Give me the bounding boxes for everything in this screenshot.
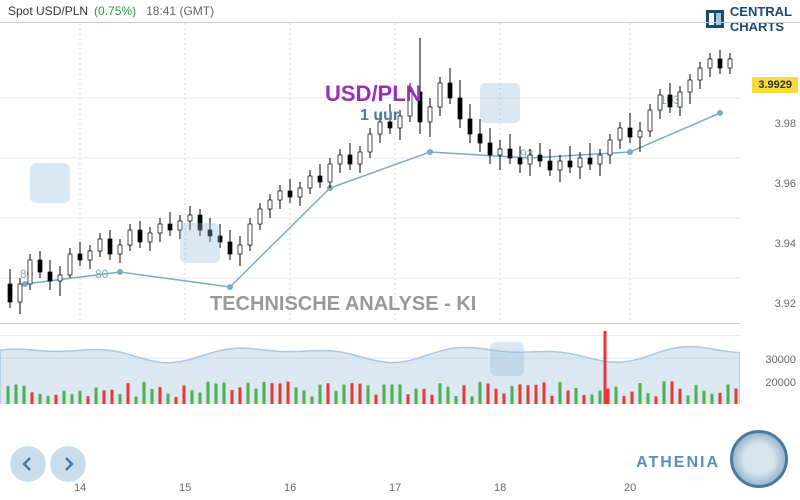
watermark-doc-icon [490,342,524,376]
svg-text:80: 80 [95,267,109,281]
main-candlestick-chart[interactable]: 808093103 USD/PLN 1 uur TECHNISCHE ANALY… [0,23,740,323]
assistant-avatar[interactable] [730,430,788,488]
nav-buttons [10,446,86,482]
nav-prev-button[interactable] [10,446,46,482]
header-bar: Spot USD/PLN (0.75%) 18:41 (GMT) [0,0,800,22]
overlay-section: TECHNISCHE ANALYSE - KI [210,293,476,316]
logo-text-1: CENTRAL [730,4,792,19]
watermark-chart-icon [30,163,70,203]
x-axis: 141516171820 [0,478,740,496]
watermark-compass-icon [480,83,520,123]
overlay-pair: USD/PLN [325,81,422,107]
chart-container: 808093103 USD/PLN 1 uur TECHNISCHE ANALY… [0,22,800,402]
instrument-title: Spot USD/PLN [8,4,88,18]
price-change: (0.75%) [94,4,136,18]
overlay-interval: 1 uur [360,107,399,125]
volume-chart[interactable] [0,323,740,403]
watermark-arrow-icon [180,223,220,263]
y-axis-main: 3.923.943.963.98 3.9929 [742,49,800,349]
athenia-label: ATHENIA [636,454,720,472]
nav-next-button[interactable] [50,446,86,482]
timestamp: 18:41 (GMT) [146,4,214,18]
y-axis-sub: 2000030000 [742,349,800,429]
current-price-label: 3.9929 [752,77,798,93]
